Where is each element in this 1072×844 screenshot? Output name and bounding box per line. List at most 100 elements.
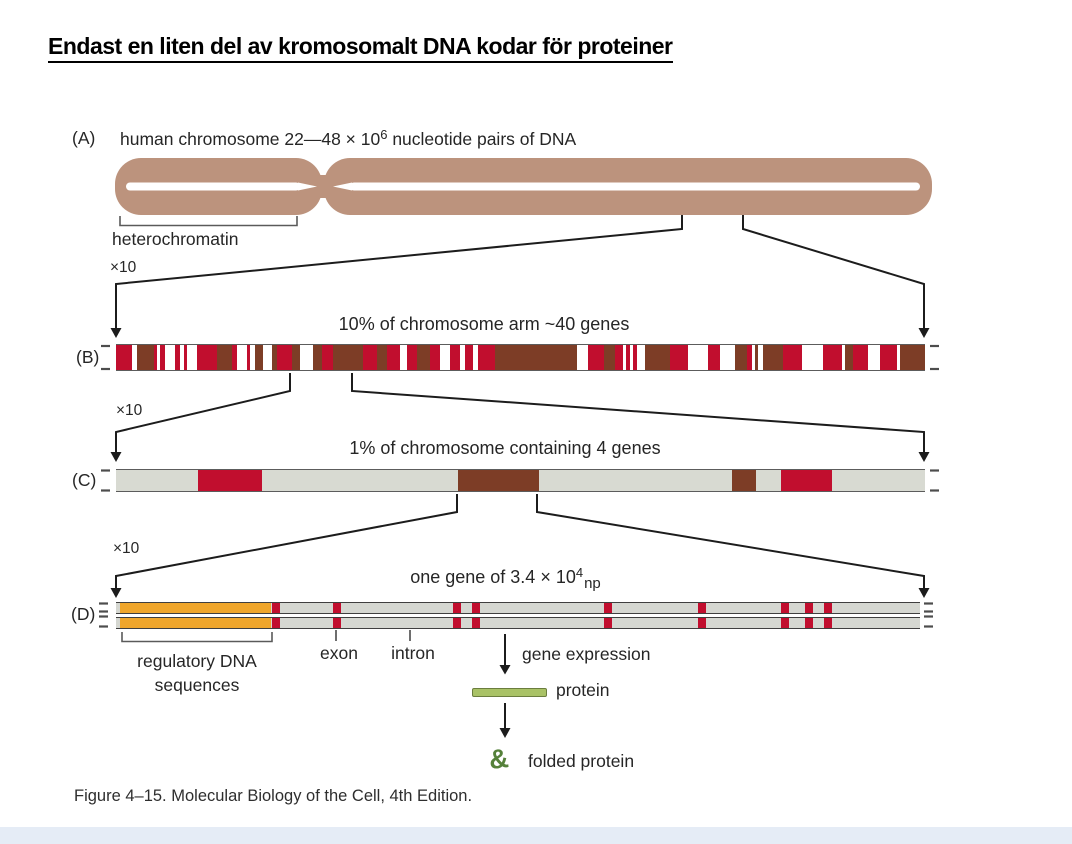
bottom-edge-strip [0, 827, 1072, 844]
zoom-x10-label-1: ×10 [110, 259, 137, 276]
protein-folding-arrow [499, 703, 511, 738]
zoom-x10-label-2: ×10 [116, 402, 143, 419]
bar-segment-brown [333, 345, 363, 370]
bar-segment-red [175, 345, 180, 370]
bar-segment-red [430, 345, 440, 370]
bar-segment-red [465, 345, 473, 370]
regulatory-dna-label-line1: regulatory DNA [137, 651, 257, 671]
exon-label: exon [320, 643, 358, 663]
panel-a-label: (A) [72, 128, 96, 148]
bar-segment-red [247, 345, 250, 370]
zoom-x10-label-3: ×10 [113, 540, 140, 557]
bar-segment-tick [472, 603, 480, 613]
bar-segment-red [478, 345, 495, 370]
panel-b-caption: 10% of chromosome arm ~40 genes [338, 314, 630, 334]
bar-segment-brown [645, 345, 670, 370]
bar-segment-red [783, 345, 802, 370]
gene-expression-arrow [499, 634, 511, 675]
gene-strand-bottom [116, 617, 920, 629]
chromosome-graphic [115, 158, 932, 215]
bar-segment-brown [377, 345, 387, 370]
bar-segment-brown [900, 345, 925, 370]
bar-segment-red [160, 345, 165, 370]
bar-segment-red [197, 345, 217, 370]
bar-segment-brown [417, 345, 430, 370]
bar-segment-brown [735, 345, 747, 370]
panel-a-caption: human chromosome 22—48 × 106 nucleotide … [120, 127, 577, 149]
bar-segment-tick [453, 618, 461, 628]
bar-segment-tick [472, 618, 480, 628]
bar-segment-red [184, 345, 187, 370]
bar-segment-orange [120, 603, 271, 613]
figure-caption: Figure 4–15. Molecular Biology of the Ce… [74, 787, 473, 805]
bar-segment-brown [137, 345, 154, 370]
bar-segment-red [880, 345, 897, 370]
bar-segment-red [198, 470, 262, 491]
bar-segment-brown [255, 345, 263, 370]
chromosome-arm-bar [116, 344, 925, 371]
bar-segment-red [626, 345, 630, 370]
folded-protein-label: folded protein [528, 751, 635, 771]
bar-segment-red [232, 345, 237, 370]
bar-segment-tick [333, 603, 341, 613]
slide-title: Endast en liten del av kromosomalt DNA k… [48, 33, 673, 63]
bar-segment-red [823, 345, 842, 370]
bar-segment-brown [845, 345, 853, 370]
bar-segment-tick [781, 618, 789, 628]
bar-segment-red [708, 345, 720, 370]
bar-segment-brown [604, 345, 615, 370]
panel-d-label: (D) [71, 604, 96, 624]
folded-protein-icon: & [487, 743, 510, 775]
bar-segment-red [633, 345, 637, 370]
bar-segment-brown [755, 345, 758, 370]
bar-segment-tick [781, 603, 789, 613]
bar-segment-brown [217, 345, 232, 370]
protein-bar [472, 688, 547, 697]
gene-expression-label: gene expression [522, 644, 651, 664]
bar-segment-tick [698, 618, 706, 628]
panel-c-label: (C) [72, 470, 97, 490]
bar-segment-brown [458, 470, 539, 491]
chromosome-segment-bar [116, 469, 925, 492]
bar-segment-brown [763, 345, 783, 370]
bar-segment-tick [453, 603, 461, 613]
bar-segment-tick [333, 618, 341, 628]
heterochromatin-label: heterochromatin [112, 229, 239, 249]
bar-segment-brown [495, 345, 577, 370]
bar-segment-orange [120, 618, 271, 628]
panel-c-caption: 1% of chromosome containing 4 genes [349, 438, 661, 458]
protein-label: protein [556, 680, 610, 700]
bar-segment-red [781, 470, 832, 491]
bar-segment-red [407, 345, 417, 370]
bar-segment-red [363, 345, 377, 370]
bar-segment-red [588, 345, 604, 370]
bar-segment-tick [272, 618, 280, 628]
regulatory-dna-label-line2: sequences [154, 675, 240, 695]
bar-segment-tick [604, 618, 612, 628]
bar-segment-red [387, 345, 400, 370]
bar-segment-brown [732, 470, 756, 491]
bar-segment-tick [805, 603, 813, 613]
bar-segment-red [747, 345, 752, 370]
bar-segment-red [615, 345, 623, 370]
bar-segment-red [116, 345, 132, 370]
bar-segment-red [154, 345, 157, 370]
bar-segment-red [277, 345, 292, 370]
bar-segment-red [670, 345, 688, 370]
heterochromatin-bracket [119, 216, 298, 227]
bar-segment-tick [824, 618, 832, 628]
bar-segment-tick [824, 603, 832, 613]
bar-segment-tick [805, 618, 813, 628]
bar-segment-red [322, 345, 333, 370]
bar-segment-tick [698, 603, 706, 613]
panel-b-label: (B) [76, 347, 100, 367]
gene-strand-top [116, 602, 920, 614]
bar-segment-tick [604, 603, 612, 613]
bar-segment-brown [272, 345, 277, 370]
panel-d-caption: one gene of 3.4 × 104np [410, 565, 601, 592]
regulatory-bracket [121, 632, 273, 643]
bar-segment-brown [292, 345, 300, 370]
bar-segment-red [853, 345, 868, 370]
bar-segment-tick [272, 603, 280, 613]
